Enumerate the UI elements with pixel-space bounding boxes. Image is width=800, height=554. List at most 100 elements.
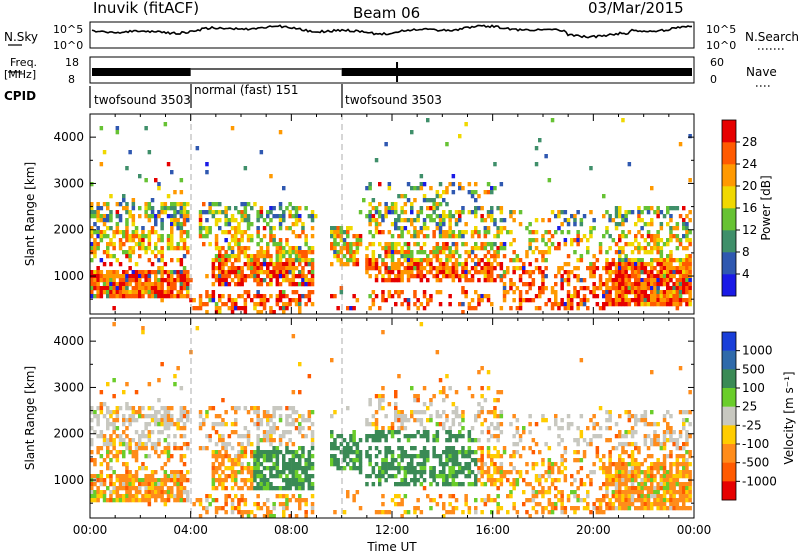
- velocity-cell: [278, 434, 283, 439]
- power-cell: [275, 298, 280, 303]
- power-cell: [464, 270, 468, 275]
- velocity-cell: [563, 466, 568, 471]
- velocity-cell: [358, 438, 363, 443]
- velocity-cell: [531, 450, 536, 455]
- power-cell: [160, 294, 164, 299]
- power-cell: [454, 266, 459, 271]
- power-cell: [685, 238, 689, 243]
- velocity-cell: [208, 438, 212, 443]
- power-cell: [445, 242, 449, 247]
- power-cell: [502, 286, 507, 291]
- power-cell: [266, 254, 270, 259]
- power-cell: [99, 206, 104, 211]
- power-cell: [339, 234, 344, 239]
- velocity-cell: [214, 450, 219, 455]
- power-cell: [371, 198, 376, 203]
- velocity-cell: [637, 490, 641, 495]
- power-cell: [486, 258, 491, 263]
- power-cell: [624, 278, 628, 283]
- velocity-cell: [666, 430, 670, 435]
- velocity-cell: [336, 466, 340, 471]
- power-cell: [480, 258, 484, 263]
- velocity-cell: [246, 470, 251, 475]
- power-cell: [589, 166, 593, 171]
- power-cell: [416, 234, 420, 239]
- velocity-cell: [451, 462, 456, 467]
- velocity-cell: [451, 418, 456, 423]
- velocity-cell: [170, 414, 174, 419]
- power-cell: [589, 234, 593, 239]
- power-cell: [125, 290, 129, 295]
- velocity-cell: [269, 466, 273, 471]
- power-cell: [259, 214, 264, 219]
- velocity-cell: [406, 482, 411, 487]
- power-cell: [294, 254, 299, 259]
- power-cell: [182, 230, 187, 235]
- velocity-cell: [496, 426, 500, 431]
- power-cell: [259, 150, 264, 155]
- velocity-cell: [355, 450, 360, 455]
- velocity-cell: [90, 438, 94, 443]
- power-cell: [493, 250, 497, 255]
- power-cell: [390, 270, 395, 275]
- velocity-cell: [688, 490, 692, 495]
- velocity-cell: [669, 486, 673, 491]
- power-cell: [131, 214, 136, 219]
- power-cell: [502, 242, 507, 247]
- power-cell: [90, 270, 94, 275]
- velocity-cell: [618, 414, 622, 419]
- velocity-cell: [573, 438, 577, 443]
- power-cell: [387, 290, 392, 295]
- power-cell: [154, 242, 158, 247]
- velocity-cell: [682, 498, 686, 503]
- power-cell: [544, 250, 548, 255]
- power-cell: [243, 230, 248, 235]
- velocity-cell: [141, 434, 145, 439]
- power-cell: [490, 262, 494, 267]
- power-cell: [406, 198, 411, 203]
- power-cell: [563, 242, 568, 247]
- power-cell: [589, 262, 593, 267]
- power-cell: [157, 238, 161, 243]
- power-cell: [682, 262, 686, 267]
- power-cell: [509, 286, 513, 291]
- velocity-cell: [650, 502, 654, 507]
- power-cell: [278, 242, 283, 247]
- power-cell: [342, 262, 347, 267]
- power-cell: [650, 282, 654, 287]
- velocity-cell: [266, 514, 270, 519]
- power-cell: [128, 246, 132, 251]
- power-cell: [659, 274, 664, 279]
- velocity-cell: [134, 450, 139, 455]
- power-cell: [154, 286, 158, 291]
- power-cell: [96, 290, 100, 295]
- velocity-cell: [435, 482, 440, 487]
- power-cell: [650, 270, 654, 275]
- power-cell: [246, 234, 251, 239]
- power-cell: [147, 286, 152, 291]
- velocity-cell: [442, 450, 446, 455]
- velocity-cell: [637, 470, 641, 475]
- power-cell: [685, 298, 689, 303]
- power-cell: [138, 234, 142, 239]
- power-cell: [406, 250, 411, 255]
- velocity-cell: [378, 394, 382, 399]
- velocity-cell: [653, 466, 657, 471]
- power-cell: [259, 282, 264, 287]
- velocity-cell: [288, 514, 292, 519]
- velocity-cell: [432, 466, 436, 471]
- velocity-cell: [662, 478, 667, 483]
- power-cell: [214, 234, 219, 239]
- power-cell: [176, 274, 180, 279]
- power-colorbar-swatch: [722, 274, 736, 297]
- velocity-cell: [211, 462, 216, 467]
- power-cell: [579, 278, 584, 283]
- power-cell: [656, 302, 660, 307]
- power-cell: [371, 266, 376, 271]
- velocity-cell: [675, 478, 680, 483]
- velocity-cell: [166, 450, 171, 455]
- velocity-cell: [669, 414, 673, 419]
- velocity-cell: [618, 474, 622, 479]
- velocity-cell: [166, 454, 171, 459]
- power-cell: [387, 254, 392, 259]
